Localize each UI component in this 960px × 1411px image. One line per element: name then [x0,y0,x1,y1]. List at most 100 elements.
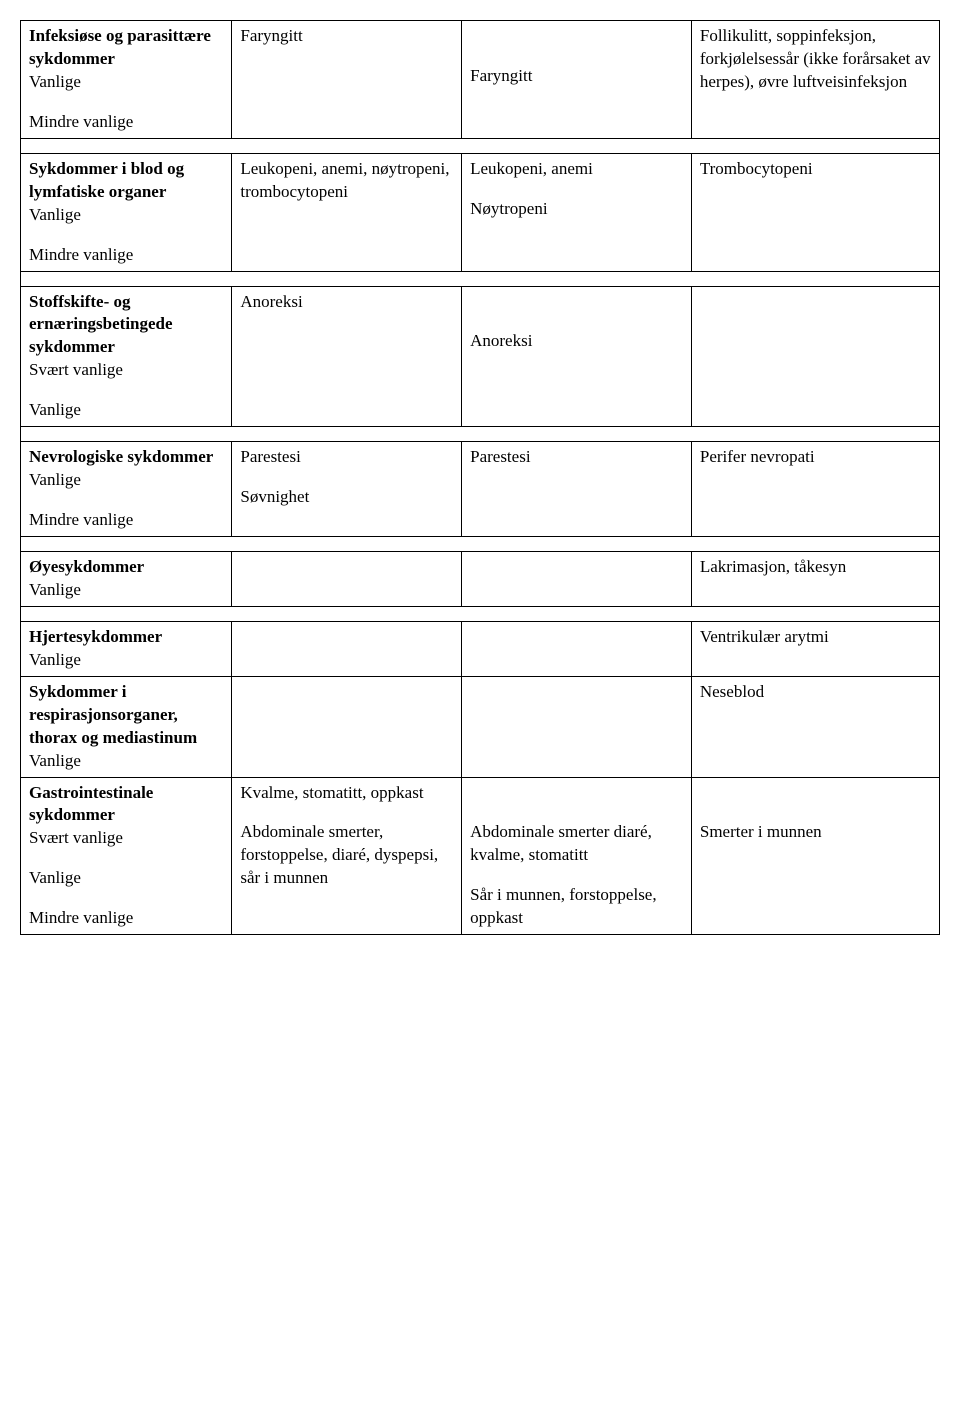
cell-value: Ventrikulær arytmi [700,626,931,649]
col4-cell: Perifer nevropati [691,442,939,537]
cell-value [470,782,683,805]
cell-value [700,486,931,509]
col3-cell [462,676,692,777]
cell-value [700,782,931,805]
cell-value: Søvnighet [240,486,453,509]
col2-cell: Faryngitt [232,21,462,139]
cell-value [240,65,453,88]
col2-cell [232,621,462,676]
cell-value: Abdominale smerter, forstoppelse, diaré,… [240,821,453,890]
section-heading: Infeksiøse og parasittære sykdommer [29,25,223,71]
section-label-cell: Nevrologiske sykdommerVanlige Mindre vanl… [21,442,232,537]
adverse-events-table: Infeksiøse og parasittære sykdommerVanli… [20,20,940,935]
section-heading: Øyesykdommer [29,556,223,579]
section-label-cell: ØyesykdommerVanlige [21,552,232,607]
col2-cell: Anoreksi [232,286,462,427]
section-heading: Gastrointestinale sykdommer [29,782,223,828]
section-heading: Stoffskifte- og ernæringsbetingede sykdo… [29,291,223,360]
col3-cell [462,621,692,676]
frequency-label: Mindre vanlige [29,111,223,134]
col4-cell: Lakrimasjon, tåkesyn [691,552,939,607]
cell-value: Abdominale smerter diaré, kvalme, stomat… [470,821,683,867]
cell-value: Follikulitt, soppinfeksjon, forkjølelses… [700,25,931,94]
section-row: Sykdommer i respirasjonsorganer, thorax … [21,676,940,777]
cell-value [240,681,453,704]
cell-value [470,486,683,509]
frequency-label: Vanlige [29,750,223,773]
col2-cell [232,676,462,777]
cell-value: Anoreksi [470,330,683,353]
col2-cell [232,552,462,607]
section-heading: Sykdommer i blod og lymfatiske organer [29,158,223,204]
spacer-row [21,606,940,621]
section-label-cell: Gastrointestinale sykdommerSvært vanlige… [21,777,232,935]
col4-cell [691,286,939,427]
frequency-label: Svært vanlige [29,827,223,850]
cell-value: Perifer nevropati [700,446,931,469]
spacer-row [21,427,940,442]
cell-value: Trombocytopeni [700,158,931,181]
section-label-cell: HjertesykdommerVanlige [21,621,232,676]
cell-value: Lakrimasjon, tåkesyn [700,556,931,579]
cell-value: Parestesi [240,446,453,469]
cell-value: Nøytropeni [470,198,683,221]
cell-value [700,198,931,221]
col3-cell: Parestesi [462,442,692,537]
col3-cell: Faryngitt [462,21,692,139]
cell-value [240,907,453,930]
frequency-label: Vanlige [29,649,223,672]
col4-cell: Follikulitt, soppinfeksjon, forkjølelses… [691,21,939,139]
spacer-row [21,138,940,153]
col4-cell: Smerter i munnen [691,777,939,935]
col2-cell: Parestesi Søvnighet [232,442,462,537]
spacer-cell [21,537,940,552]
col4-cell: Trombocytopeni [691,153,939,271]
spacer-row [21,271,940,286]
col3-cell: Anoreksi [462,286,692,427]
section-row: Nevrologiske sykdommerVanlige Mindre vanl… [21,442,940,537]
cell-value: Neseblod [700,681,931,704]
cell-value [470,681,683,704]
section-row: Infeksiøse og parasittære sykdommerVanli… [21,21,940,139]
section-label-cell: Stoffskifte- og ernæringsbetingede sykdo… [21,286,232,427]
section-row: Stoffskifte- og ernæringsbetingede sykdo… [21,286,940,427]
col3-cell: Abdominale smerter diaré, kvalme, stomat… [462,777,692,935]
spacer-cell [21,606,940,621]
frequency-label: Mindre vanlige [29,244,223,267]
section-row: Sykdommer i blod og lymfatiske organerVa… [21,153,940,271]
section-label-cell: Sykdommer i blod og lymfatiske organerVa… [21,153,232,271]
cell-value [240,556,453,579]
frequency-label: Svært vanlige [29,359,223,382]
col4-cell: Neseblod [691,676,939,777]
section-heading: Nevrologiske sykdommer [29,446,223,469]
cell-value [700,111,931,134]
section-label-cell: Sykdommer i respirasjonsorganer, thorax … [21,676,232,777]
cell-value [470,556,683,579]
frequency-label: Vanlige [29,469,223,492]
section-row: Gastrointestinale sykdommerSvært vanlige… [21,777,940,935]
frequency-label: Vanlige [29,867,223,890]
frequency-label: Vanlige [29,399,223,422]
cell-value [240,626,453,649]
cell-value [470,291,683,314]
cell-value: Faryngitt [470,65,683,88]
cell-value [240,330,453,353]
section-row: HjertesykdommerVanlige Ventrikulær arytm… [21,621,940,676]
col2-cell: Kvalme, stomatitt, oppkastAbdominale sme… [232,777,462,935]
col3-cell [462,552,692,607]
cell-value [700,861,931,884]
cell-value: Parestesi [470,446,683,469]
section-label-cell: Infeksiøse og parasittære sykdommerVanli… [21,21,232,139]
spacer-row [21,537,940,552]
cell-value: Leukopeni, anemi, nøytropeni, trombocyto… [240,158,453,204]
frequency-label: Vanlige [29,71,223,94]
cell-value: Faryngitt [240,25,453,48]
cell-value: Sår i munnen, forstoppelse, oppkast [470,884,683,930]
spacer-cell [21,271,940,286]
frequency-label: Mindre vanlige [29,509,223,532]
section-row: ØyesykdommerVanlige Lakrimasjon, tåkesyn [21,552,940,607]
col2-cell: Leukopeni, anemi, nøytropeni, trombocyto… [232,153,462,271]
cell-value [470,25,683,48]
frequency-label: Vanlige [29,204,223,227]
cell-value [700,291,931,314]
